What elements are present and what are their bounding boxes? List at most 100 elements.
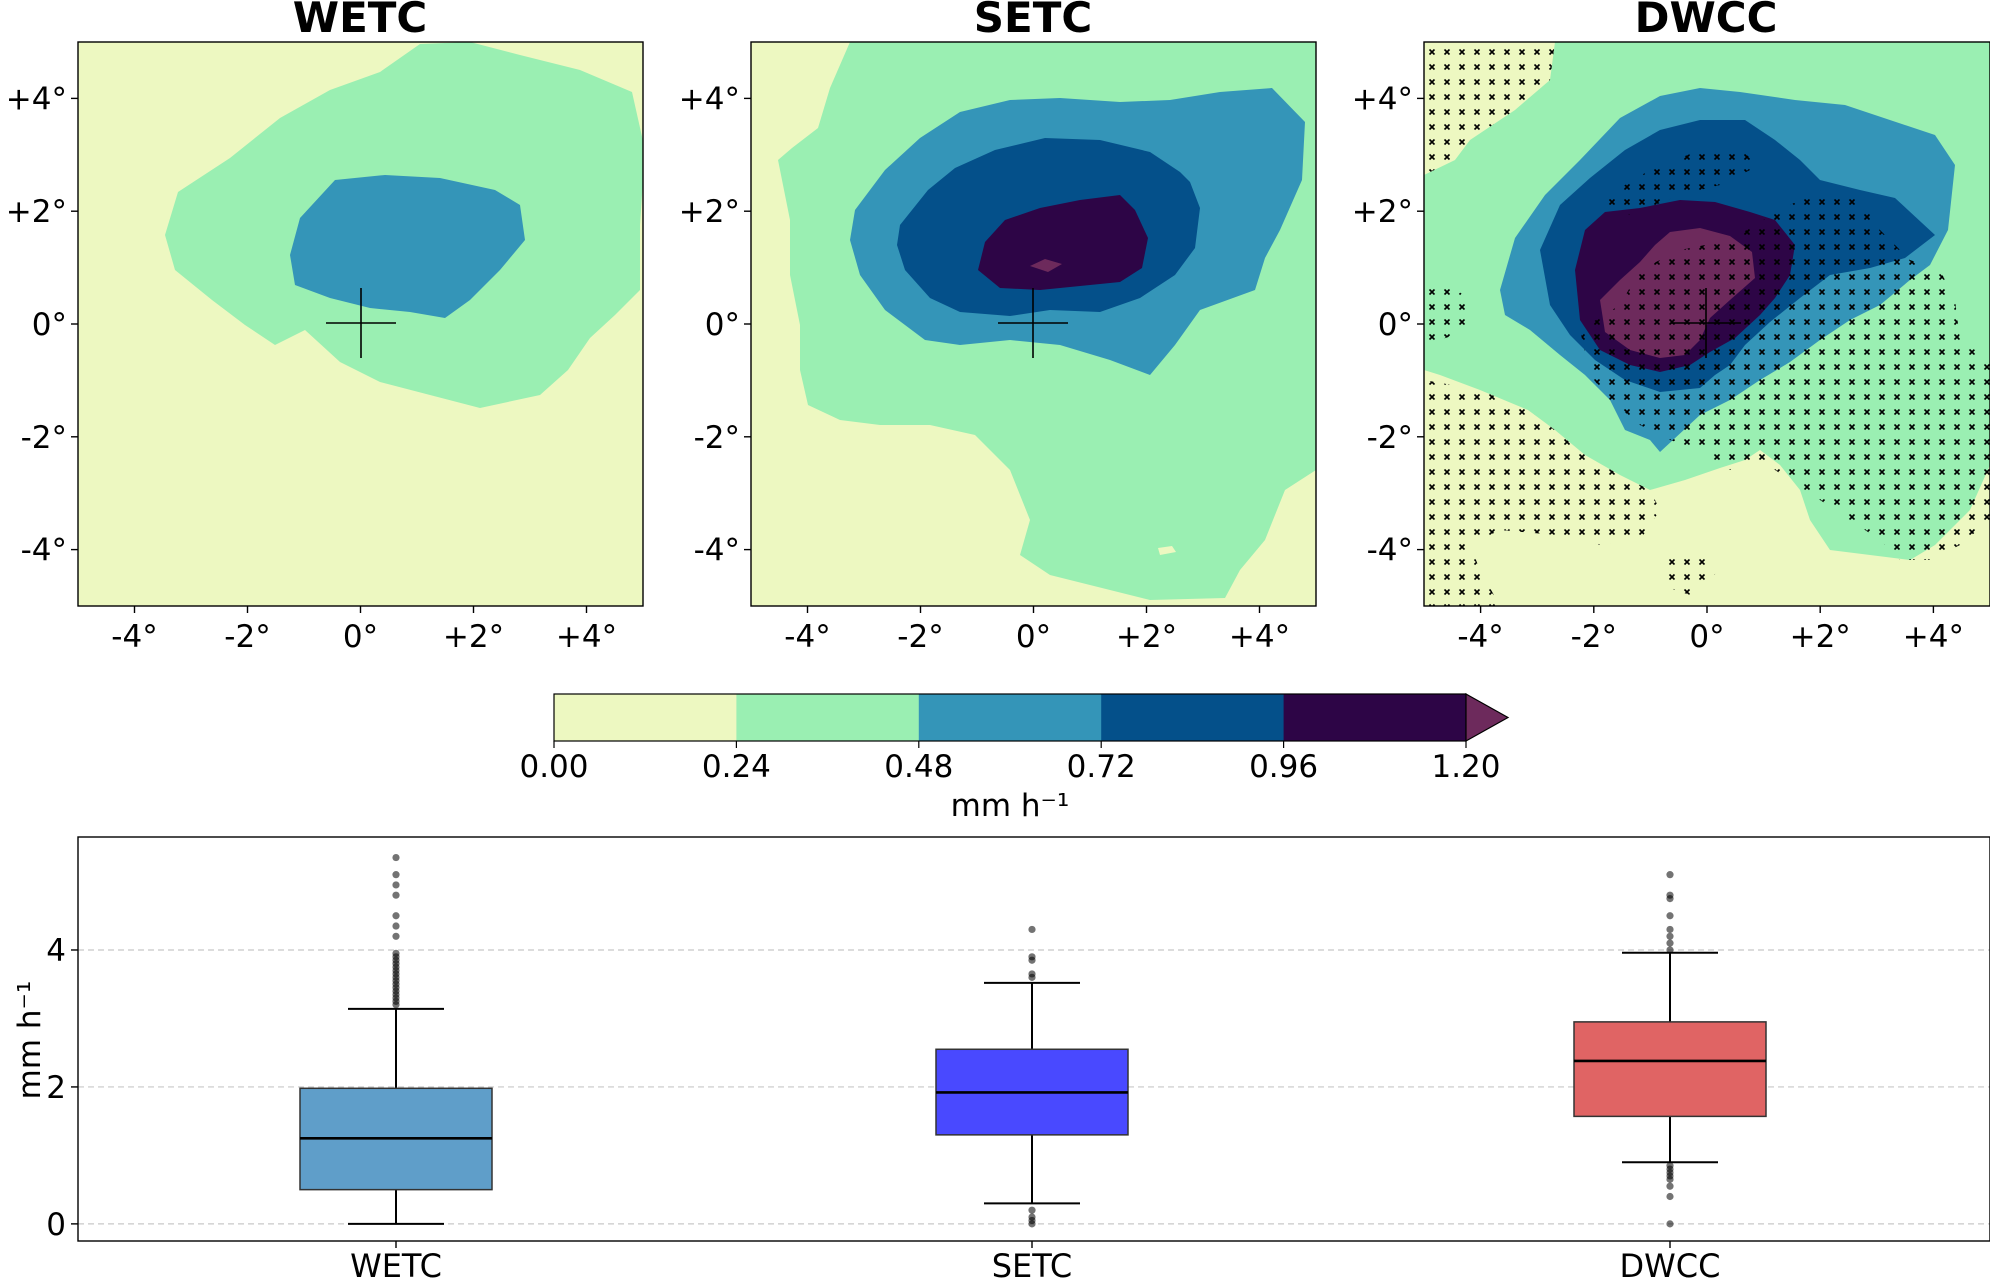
map-panel-dwcc: DWCC -4° -2° 0° +2° +4° +4° +2° 0° -2° -4°: [1352, 0, 1990, 655]
contour-level-5: [1030, 259, 1062, 272]
outlier-point: [392, 891, 400, 899]
y-tick-label: +2°: [6, 194, 67, 230]
colorbar-segments: [554, 694, 1467, 741]
colorbar-segment: [554, 694, 737, 741]
y-tick-label: +4°: [679, 81, 740, 117]
y-tick-label: -4°: [694, 533, 740, 569]
outlier-point: [392, 912, 400, 920]
box-marks: [299, 853, 1767, 1228]
contour-level-4: [978, 195, 1148, 290]
colorbar-segment: [918, 694, 1102, 741]
colorbar-extension: [1465, 692, 1510, 743]
outlier-point: [1028, 1213, 1036, 1221]
iqr-box: [1573, 1021, 1767, 1118]
x-tick-label: +4°: [1903, 619, 1964, 655]
outlier-point: [392, 949, 400, 958]
outlier-point: [392, 932, 400, 940]
colorbar-tick-label: 0.96: [1249, 749, 1318, 785]
outlier-point: [392, 871, 400, 879]
outlier-point: [1666, 1162, 1674, 1170]
y-axis-label: mm h⁻¹: [12, 981, 48, 1100]
y-tick-label: 2: [46, 1070, 66, 1106]
outlier-point: [1666, 932, 1674, 940]
x-tick-label: SETC: [992, 1247, 1073, 1281]
box-axes: 0 2 4 WETC SETC DWCC: [46, 933, 1720, 1281]
outlier-point: [1666, 946, 1674, 954]
y-tick-label: +2°: [679, 194, 740, 230]
x-tick-label: DWCC: [1620, 1247, 1721, 1281]
outlier-point: [1666, 912, 1674, 920]
contour-level-2: [290, 175, 525, 318]
x-tick-label: WETC: [350, 1247, 442, 1281]
colorbar-tick-label: 1.20: [1431, 749, 1500, 785]
colorbar-tick-label: 0.00: [519, 749, 588, 785]
outlier-point: [1666, 891, 1674, 899]
box-plot: 0 2 4 WETC SETC DWCC mm h⁻¹: [12, 836, 1990, 1281]
y-tick-label: +4°: [6, 81, 67, 117]
colorbar-ticks: 0.00 0.24 0.48 0.72 0.96 1.20: [519, 741, 1501, 785]
significance-hatching: [1424, 42, 1990, 606]
tick-group: -4° -2° 0° +2° +4° +4° +2° 0° -2° -4°: [6, 81, 617, 655]
x-tick-label: +4°: [1229, 619, 1290, 655]
colorbar-tick-label: 0.72: [1067, 749, 1136, 785]
y-tick-label: -4°: [21, 533, 67, 569]
contour-level-0: [905, 553, 945, 568]
panel-title: DWCC: [1635, 0, 1778, 42]
map-panel-wetc: WETC -4° -2° 0° +2° +4° +4° +2° 0° -2° -4°: [6, 0, 644, 655]
outlier-point: [1028, 953, 1036, 961]
x-tick-label: +4°: [556, 619, 617, 655]
panel-title: SETC: [974, 0, 1092, 42]
contour-level-0: [888, 478, 912, 498]
colorbar-segment: [1283, 694, 1467, 741]
outlier-point: [1666, 1220, 1674, 1228]
center-marker: [1671, 288, 1741, 358]
y-tick-label: +4°: [1352, 81, 1413, 117]
contour-level-0: [1158, 546, 1176, 555]
colorbar: 0.00 0.24 0.48 0.72 0.96 1.20 mm h⁻¹: [519, 692, 1510, 824]
box-wetc: [299, 853, 493, 1225]
colorbar-segment: [736, 694, 920, 741]
outlier-point: [1666, 871, 1674, 879]
y-tick-label: +2°: [1352, 194, 1413, 230]
map-panel-setc: SETC -4° -2° 0° +2° +4° +4° +2° 0° -2° -4°: [679, 0, 1317, 655]
box-dwcc: [1573, 871, 1767, 1228]
y-tick-label: 4: [46, 933, 66, 969]
y-tick-label: 0: [46, 1207, 66, 1243]
outlier-point: [1666, 925, 1674, 934]
x-tick-label: 0°: [343, 619, 378, 655]
y-tick-label: -4°: [1367, 533, 1413, 569]
outlier-point: [1028, 970, 1036, 978]
outlier-point: [1666, 939, 1674, 947]
x-tick-label: -2°: [224, 619, 270, 655]
tick-group: -4° -2° 0° +2° +4° +4° +2° 0° -2° -4°: [679, 81, 1290, 655]
y-tick-label: -2°: [21, 420, 67, 456]
colorbar-segment: [1101, 694, 1285, 741]
x-tick-label: +2°: [1116, 619, 1177, 655]
box-setc: [935, 925, 1129, 1228]
x-tick-label: 0°: [1689, 619, 1724, 655]
x-tick-label: -2°: [1571, 619, 1617, 655]
y-tick-label: 0°: [705, 307, 740, 343]
center-marker: [326, 288, 396, 358]
outlier-point: [1666, 1182, 1674, 1190]
tick-group: -4° -2° 0° +2° +4° +4° +2° 0° -2° -4°: [1352, 81, 1964, 655]
outlier-point: [392, 853, 400, 862]
y-tick-label: -2°: [1367, 420, 1413, 456]
center-marker: [998, 288, 1068, 358]
outlier-point: [392, 922, 400, 930]
x-tick-label: +2°: [443, 619, 504, 655]
y-tick-label: 0°: [32, 307, 67, 343]
outlier-point: [392, 881, 400, 889]
colorbar-label: mm h⁻¹: [951, 788, 1070, 824]
outlier-point: [1028, 925, 1036, 934]
contour-level-0: [918, 500, 930, 512]
x-tick-label: -4°: [111, 619, 157, 655]
x-tick-label: -4°: [1457, 619, 1503, 655]
colorbar-tick-label: 0.48: [884, 749, 953, 785]
y-tick-label: 0°: [1378, 307, 1413, 343]
panel-title: WETC: [293, 0, 428, 42]
outlier-point: [1028, 1206, 1036, 1214]
plot-frame: [77, 836, 1990, 1242]
x-tick-label: -2°: [897, 619, 943, 655]
